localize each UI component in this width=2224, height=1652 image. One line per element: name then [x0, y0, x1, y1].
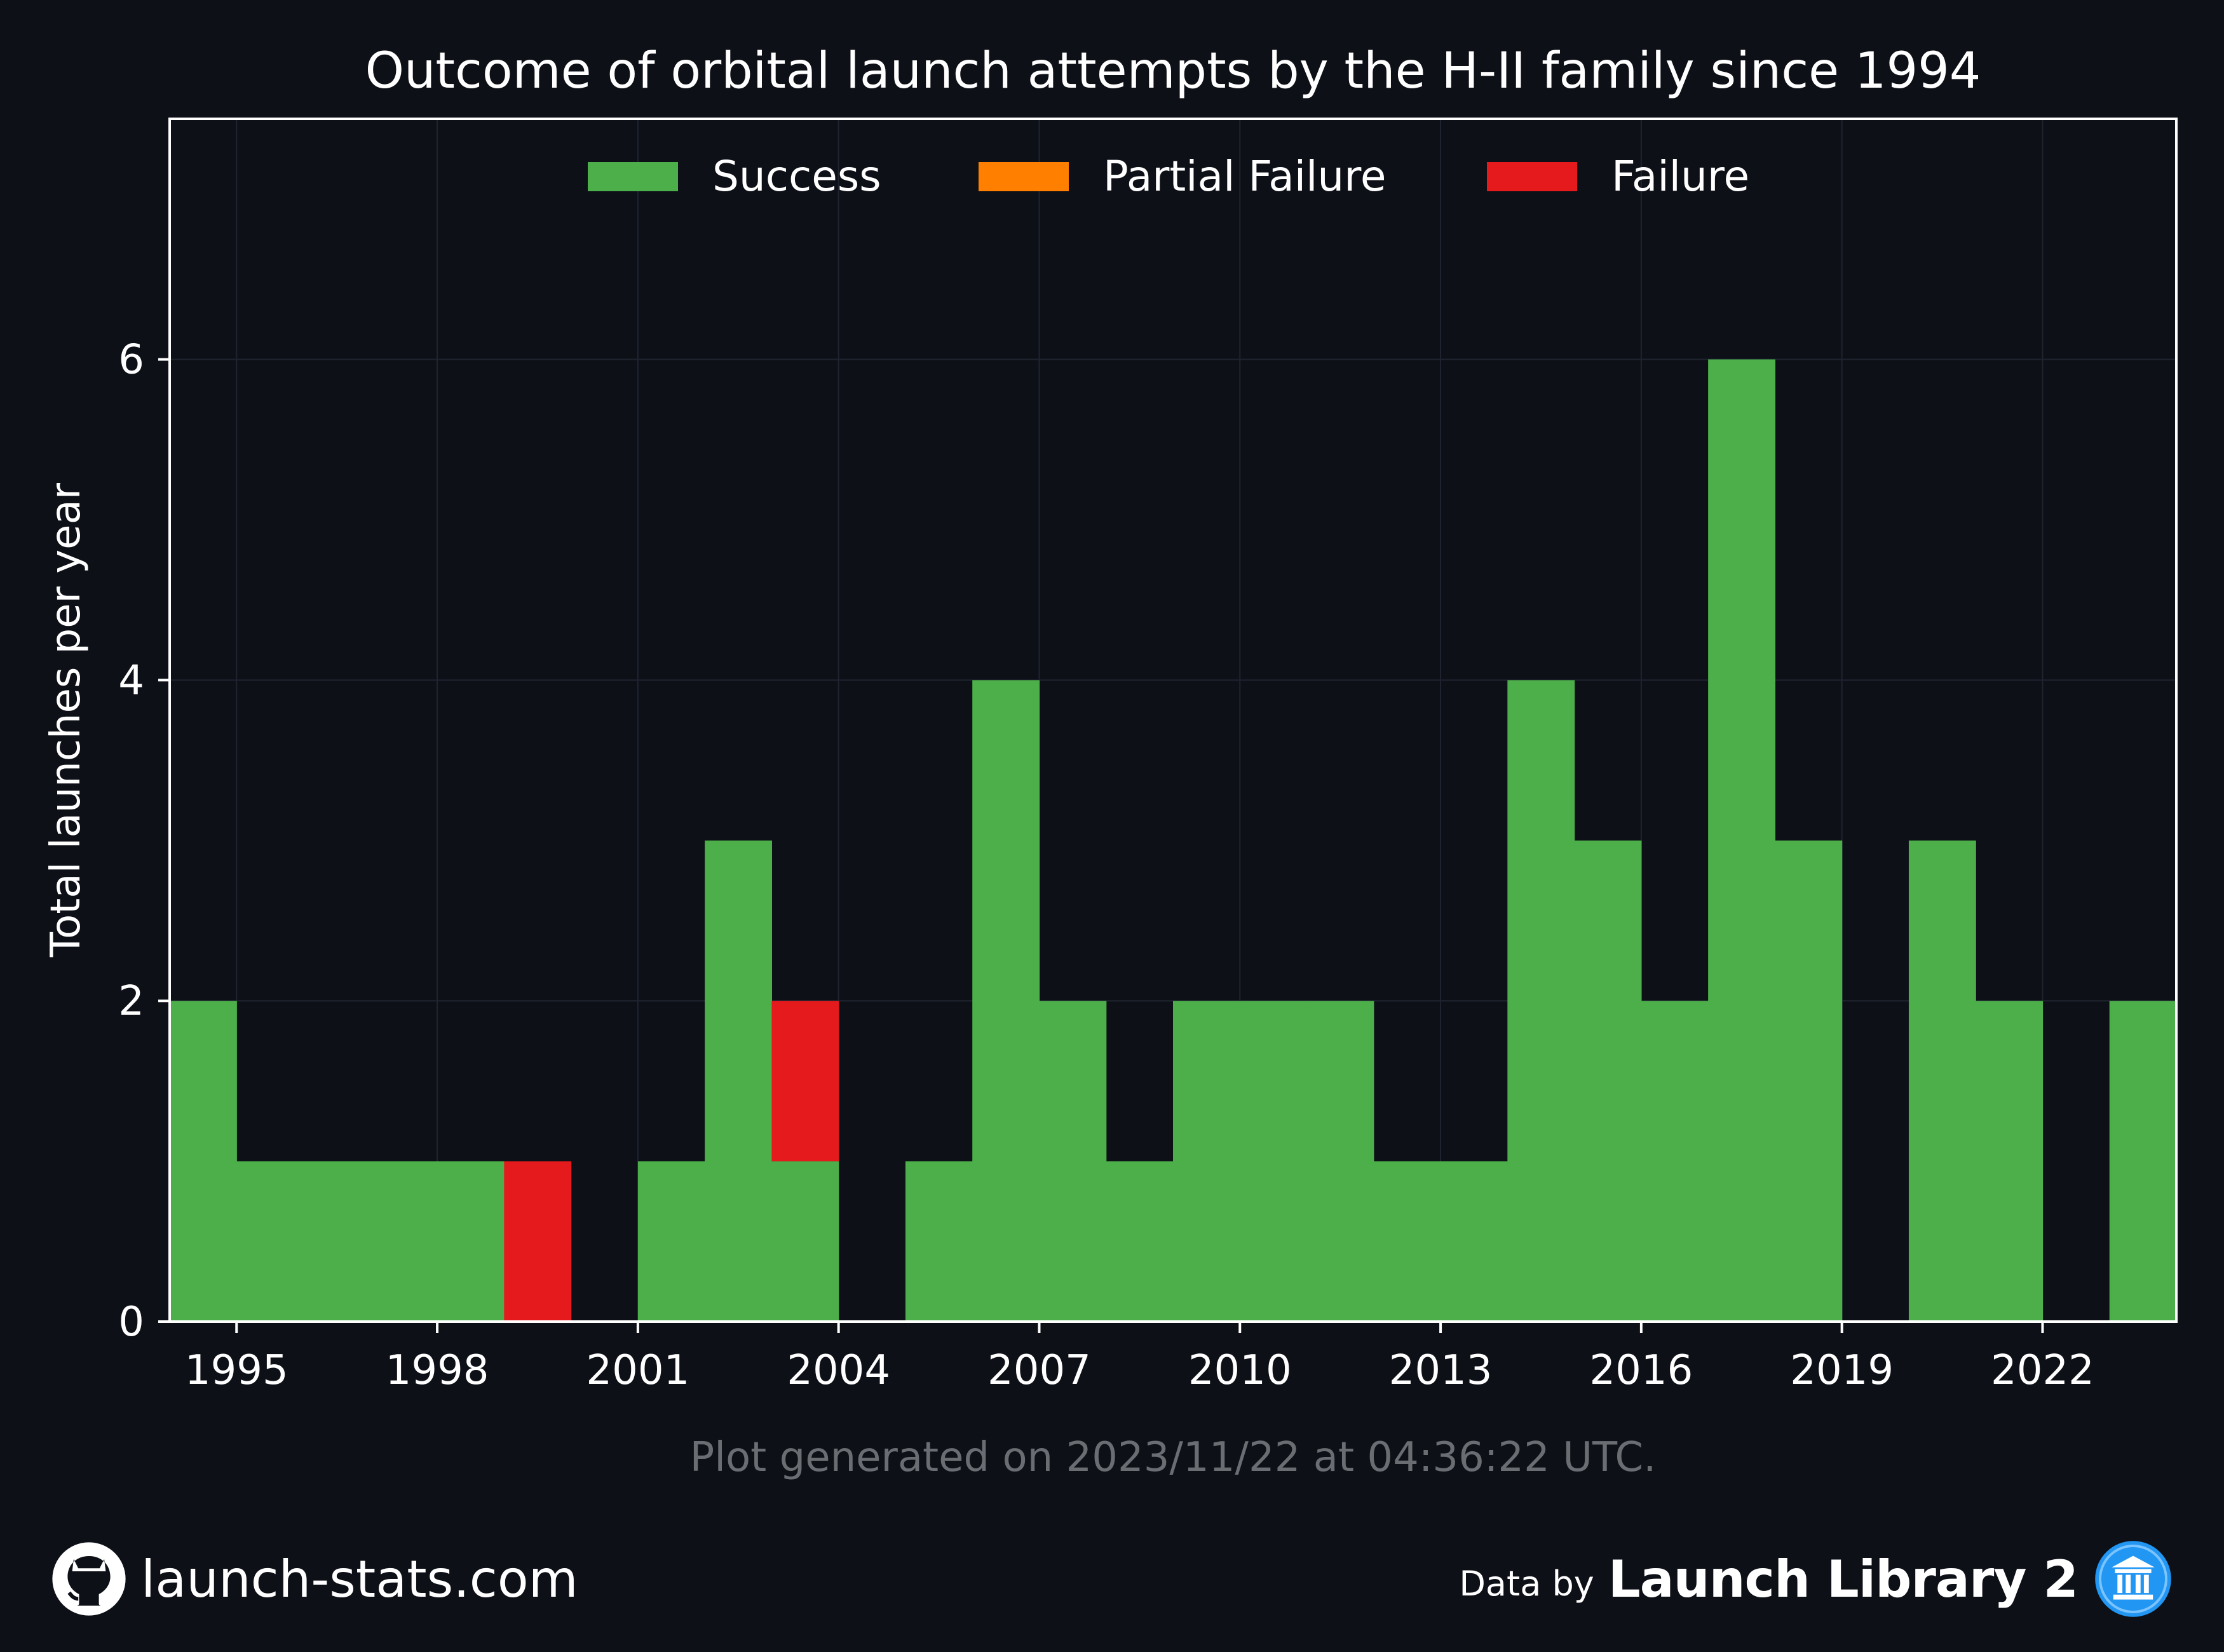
x-tick-label: 2019: [1790, 1347, 1894, 1394]
bar-success-2003: [771, 1161, 839, 1322]
bar-success-1996: [303, 1161, 371, 1322]
footer-credit: Data by Launch Library 2: [1459, 1541, 2174, 1617]
bar-success-2010: [1240, 1001, 1308, 1322]
legend-label: Partial Failure: [1103, 152, 1387, 201]
y-tick-label: 6: [118, 337, 144, 384]
y-axis-label: Total launches per year: [43, 482, 90, 958]
chart-title: Outcome of orbital launch attempts by th…: [365, 43, 1981, 100]
legend-label: Failure: [1611, 152, 1749, 201]
bar-success-2011: [1306, 1001, 1374, 1322]
bar-success-2007: [1039, 1001, 1107, 1322]
x-tick-label: 2004: [787, 1347, 890, 1394]
bar-success-2017: [1708, 359, 1775, 1322]
bar-success-2001: [637, 1161, 705, 1322]
x-tick-label: 2010: [1188, 1347, 1292, 1394]
x-tick-label: 1995: [185, 1347, 288, 1394]
bar-success-2021: [1976, 1001, 2044, 1322]
x-tick-label: 2016: [1589, 1347, 1693, 1394]
bar-success-2014: [1507, 680, 1575, 1322]
bar-success-1995: [236, 1161, 304, 1322]
bar-success-2005: [905, 1161, 973, 1322]
legend: Success Partial Failure Failure: [588, 152, 1749, 201]
x-tick-label: 1998: [386, 1347, 489, 1394]
bar-success-2020: [1908, 840, 1976, 1322]
x-tick-label: 2001: [586, 1347, 689, 1394]
bar-success-2002: [705, 840, 772, 1322]
y-tick-label: 4: [118, 657, 144, 704]
bar-success-2009: [1173, 1001, 1240, 1322]
y-tick-label: 2: [118, 978, 144, 1025]
generated-note: Plot generated on 2023/11/22 at 04:36:22…: [690, 1434, 1657, 1481]
bar-success-1997: [370, 1161, 438, 1322]
site-name[interactable]: launch-stats.com: [141, 1549, 578, 1609]
bar-success-2023: [2109, 1001, 2177, 1322]
bar-success-2012: [1373, 1161, 1441, 1322]
launch-library-icon: [2095, 1541, 2171, 1617]
bar-failure-2003: [771, 1001, 839, 1161]
github-icon: [52, 1542, 126, 1616]
bar-success-2015: [1574, 840, 1642, 1322]
legend-label: Success: [712, 152, 881, 201]
legend-swatch-success: [588, 162, 678, 191]
legend-swatch-failure: [1487, 162, 1577, 191]
bars: [170, 359, 2177, 1322]
axis-ticks: 1995 1998 2001 2004 2007 2010 2013 2016 2019 2022…: [118, 337, 2094, 1394]
bar-success-1998: [437, 1161, 505, 1322]
bar-success-2006: [972, 680, 1040, 1322]
bar-success-1994: [170, 1001, 237, 1322]
x-tick-label: 2013: [1389, 1347, 1493, 1394]
legend-swatch-partial-failure: [979, 162, 1069, 191]
bar-success-2016: [1641, 1001, 1709, 1322]
bar-failure-1999: [504, 1161, 572, 1322]
plot-frame: [168, 118, 2178, 1323]
y-tick-label: 0: [118, 1299, 144, 1346]
bar-success-2013: [1441, 1161, 1508, 1322]
x-tick-label: 2022: [1991, 1347, 2094, 1394]
launch-library-name: Launch Library 2: [1608, 1549, 2078, 1609]
x-tick-label: 2007: [987, 1347, 1091, 1394]
bar-success-2018: [1775, 840, 1843, 1322]
footer-site[interactable]: launch-stats.com: [51, 1541, 578, 1617]
data-by-label: Data by: [1459, 1563, 1594, 1604]
bar-success-2008: [1106, 1161, 1174, 1322]
